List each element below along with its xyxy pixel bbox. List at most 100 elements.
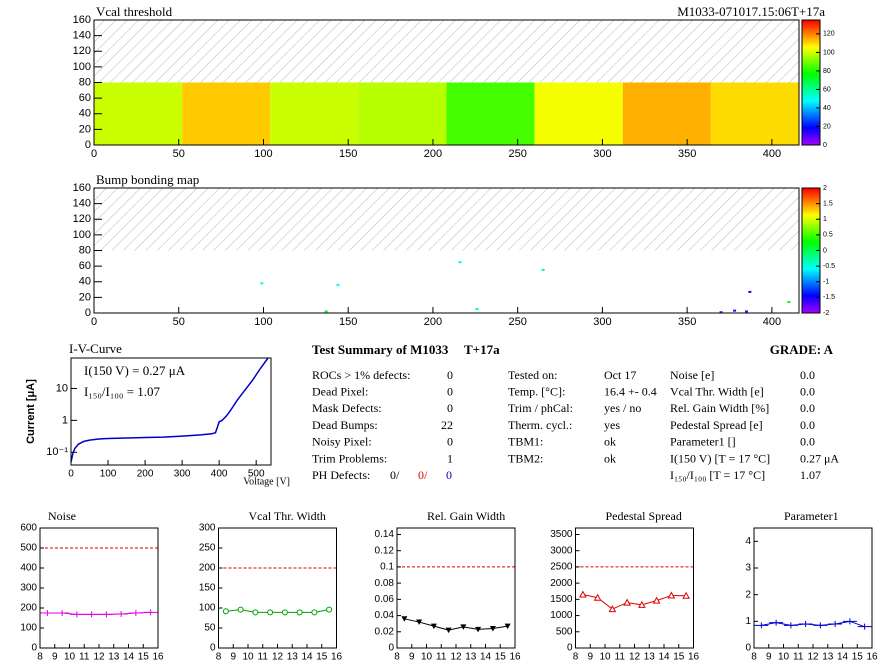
z-tick-label: 20 — [823, 123, 831, 130]
summary-label: Temp. [°C]: — [508, 384, 565, 398]
z-tick-label: -1 — [823, 279, 829, 286]
x-tick-label: 400 — [763, 316, 781, 328]
colorbar-cell — [802, 254, 820, 258]
bump-point — [475, 308, 479, 311]
x-tick-label: 9 — [409, 652, 415, 663]
plot-title: Noise — [48, 509, 76, 523]
colorbar-cell — [802, 227, 820, 231]
x-tick-label: 100 — [254, 148, 272, 160]
colorbar-cell — [802, 196, 820, 199]
colorbar-cell — [802, 90, 820, 94]
summary-value: yes / no — [604, 401, 641, 415]
roc-cell — [94, 82, 183, 145]
y-tick-label: 1 — [745, 616, 751, 627]
y-tick-label: 160 — [73, 14, 91, 26]
summary-label: I₁₅₀/I₁₀₀ [T = 17 °C] — [670, 468, 765, 482]
marker — [114, 611, 129, 617]
colorbar-cell — [802, 107, 820, 111]
marker — [222, 608, 229, 615]
colorbar-cell — [802, 124, 820, 127]
marker — [401, 616, 408, 622]
colorbar-cell — [802, 231, 820, 235]
colorbar-cell — [802, 269, 820, 272]
grade: GRADE: A — [770, 342, 834, 357]
x-tick-label: 8 — [394, 652, 400, 663]
y-tick-label: 150 — [199, 583, 216, 594]
summary-value: 22 — [441, 418, 453, 432]
plot-title: Rel. Gain Width — [427, 509, 505, 523]
y-tick-label: 20 — [79, 123, 91, 135]
plot-frame — [753, 527, 873, 649]
colorbar-cell — [802, 240, 820, 243]
marker — [69, 611, 84, 618]
x-tick-label: 11 — [793, 652, 804, 663]
colorbar-cell — [802, 221, 820, 224]
colorbar-cell — [802, 304, 820, 308]
summary-value: 0.27 μA — [800, 451, 839, 465]
colorbar-cell — [802, 279, 820, 283]
summary-value: ok — [604, 451, 616, 465]
summary-label: Trim Problems: — [312, 451, 387, 465]
colorbar-cell — [802, 74, 820, 77]
colorbar-cell — [802, 300, 820, 304]
z-tick-label: -1.5 — [823, 294, 835, 301]
plot-title: I-V-Curve — [69, 341, 122, 356]
x-tick-label: 16 — [688, 652, 700, 663]
roc-cell — [710, 82, 799, 145]
z-tick-label: 80 — [823, 68, 831, 75]
colorbar-cell — [802, 208, 820, 212]
x-tick-label: 9 — [766, 652, 772, 663]
colorbar-cell — [802, 132, 820, 136]
x-tick-label: 13 — [287, 652, 299, 663]
x-tick-label: 200 — [424, 148, 442, 160]
series-line — [404, 618, 508, 631]
x-tick-label: 8 — [37, 652, 43, 663]
bump-point — [787, 301, 791, 304]
summary-label: Therm. cycl.: — [508, 418, 572, 432]
colorbar-cell — [802, 115, 820, 119]
y-tick-label: 100 — [199, 603, 216, 614]
x-tick-label: 11 — [79, 652, 90, 663]
summary-label: I(150 V) [T = 17 °C] — [670, 451, 770, 465]
summary-label: Trim / phCal: — [508, 401, 573, 415]
y-tick-label: 160 — [73, 182, 91, 194]
y-tick-label: 2500 — [550, 562, 573, 573]
z-tick-label: 60 — [823, 86, 831, 93]
colorbar-cell — [802, 53, 820, 56]
plot-title: Vcal threshold — [96, 4, 173, 19]
y-tick-label: 0.02 — [375, 626, 395, 637]
colorbar-cell — [802, 246, 820, 249]
y-tick-label: 500 — [556, 626, 573, 637]
roc-cell — [622, 82, 711, 145]
bump-point — [458, 261, 462, 264]
colorbar-cell — [802, 233, 820, 237]
colorbar-cell — [802, 202, 820, 206]
colorbar-cell — [802, 223, 820, 226]
x-tick-label: 16 — [152, 652, 164, 663]
colorbar-cell — [802, 292, 820, 295]
summary-label: Vcal Thr. Width [e] — [670, 384, 764, 398]
roc-cell — [182, 82, 271, 145]
y-tick-label: 200 — [20, 603, 37, 614]
summary-value: 0 — [447, 368, 453, 382]
y-tick-label: 140 — [73, 198, 91, 210]
plot-frame — [39, 527, 159, 649]
colorbar-cell — [802, 113, 820, 117]
x-tick-label: 300 — [593, 316, 611, 328]
masked-region — [94, 20, 799, 83]
z-tick-label: 100 — [823, 49, 835, 56]
y-axis-label: Current [μA] — [25, 379, 37, 444]
colorbar-cell — [802, 97, 820, 100]
colorbar-cell — [802, 120, 820, 123]
plot-title: Pedestal Spread — [606, 509, 682, 523]
colorbar-cell — [802, 59, 820, 63]
colorbar-cell — [802, 26, 820, 29]
annotation: I₁₅₀/I₁₀₀ = 1.07 — [84, 384, 161, 399]
x-tick-label: 0 — [91, 316, 97, 328]
bump-point — [744, 310, 748, 313]
x-tick-label: 15 — [673, 652, 685, 663]
colorbar-cell — [802, 63, 820, 67]
y-tick-label: 300 — [20, 583, 37, 594]
colorbar-cell — [802, 99, 820, 102]
